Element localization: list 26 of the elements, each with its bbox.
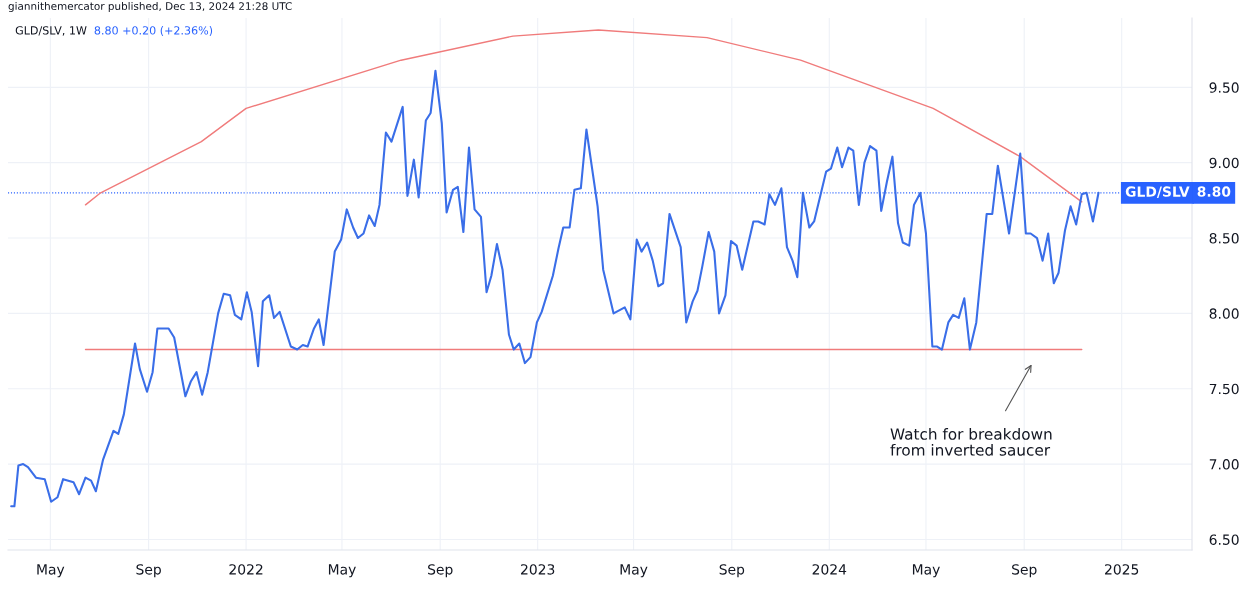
annotation: Watch for breakdown from inverted saucer: [890, 428, 1052, 456]
x-tick-label: May: [328, 564, 356, 578]
x-tick-label: Sep: [136, 564, 161, 578]
x-tick-label: Sep: [719, 564, 745, 578]
y-tick-label: 8.00: [1209, 308, 1239, 319]
x-tick-label: May: [620, 564, 648, 578]
x-tick-label: May: [912, 564, 940, 578]
ref-line-label: GLD/SLV: [1125, 186, 1190, 198]
x-tick-label: 2022: [229, 564, 263, 575]
text: 8.80: [1197, 186, 1231, 197]
x-tick-label: May: [37, 564, 65, 578]
y-tick-label: 9.00: [1209, 157, 1239, 169]
x-tick-label: 2024: [812, 564, 847, 575]
x-tick-label: 2025: [1105, 564, 1139, 575]
y-tick-label: 9.50: [1209, 82, 1239, 93]
annotation: 8.80 +0.20 (+2.36%): [94, 25, 213, 36]
y-tick-label: 7.50: [1209, 383, 1239, 395]
y-tick-label: 7.00: [1209, 459, 1239, 470]
line-series: [10, 69, 1100, 508]
x-tick-label: 2023: [521, 564, 555, 575]
y-tick-label: 8.50: [1209, 233, 1239, 244]
x-tick-label: Sep: [1012, 564, 1037, 578]
text: GLD/SLV, 1W: [15, 26, 87, 36]
x-tick-label: Sep: [428, 564, 453, 578]
chart-title: giannithemercator published, Dec 13, 2024 21:28 UTC: [8, 1, 292, 13]
y-tick-label: 6.50: [1209, 534, 1239, 545]
